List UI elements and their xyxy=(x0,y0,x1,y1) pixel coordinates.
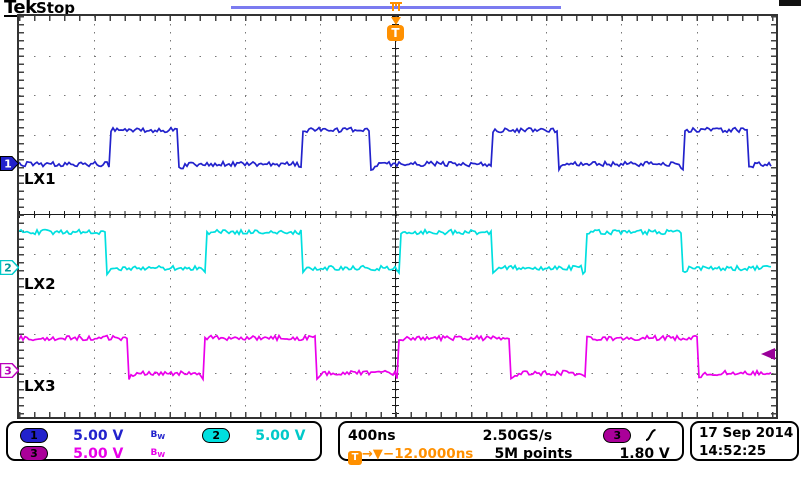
date-readout: 17 Sep 2014 xyxy=(699,425,794,441)
sample-rate-readout: 2.50GS/s xyxy=(482,428,553,444)
trace-lx3 xyxy=(19,333,772,382)
channel1-scale: 5.00 V xyxy=(73,427,124,444)
delay-arrows-icon: →▼ xyxy=(362,447,383,462)
channel2-badge[interactable]: 2 xyxy=(202,428,231,443)
channel1-badge[interactable]: 1 xyxy=(20,428,48,443)
trigger-position-arrow-icon[interactable] xyxy=(391,17,401,25)
channel-readout-panel[interactable]: 1 5.00 V BW 2 5.00 V BW 3 5.00 V BW xyxy=(6,421,322,462)
left-border-ticks xyxy=(19,16,24,417)
channel2-scale: 5.00 V xyxy=(255,427,306,444)
delay-t-icon: T xyxy=(348,451,362,465)
timebase-readout: 400ns xyxy=(348,428,396,444)
channel1-number: 1 xyxy=(4,158,12,171)
graticule: T LX1 LX2 LX3 xyxy=(17,14,778,419)
trace-label-lx1: LX1 xyxy=(24,170,56,188)
bottom-border-ticks xyxy=(19,412,776,417)
channel3-scale: 5.00 V xyxy=(73,445,124,462)
trigger-source-badge[interactable]: 3 xyxy=(603,428,632,443)
record-view-bar xyxy=(231,6,561,9)
channel3-badge[interactable]: 3 xyxy=(20,446,48,461)
trigger-level-arrow-icon[interactable] xyxy=(761,348,775,360)
channel1-bandwidth-icon: BW xyxy=(150,430,166,441)
record-length-readout: 5M points xyxy=(494,446,573,462)
trace-label-lx2: LX2 xyxy=(24,275,56,293)
trigger-position-marker[interactable]: T xyxy=(387,25,404,41)
delay-readout: −12.0000ns xyxy=(382,446,474,462)
waveform-canvas xyxy=(19,126,772,382)
datetime-panel: 17 Sep 2014 14:52:25 xyxy=(690,421,799,461)
record-trigger-position-icon[interactable] xyxy=(389,0,403,14)
trigger-level-readout: 1.80 V xyxy=(619,446,670,462)
trace-label-lx3: LX3 xyxy=(24,377,56,395)
right-border-ticks xyxy=(771,16,776,417)
screen-corner-mark xyxy=(779,0,801,6)
channel3-position-marker[interactable]: 3 xyxy=(0,363,19,378)
trace-lx1 xyxy=(19,126,772,173)
acquisition-status: Stop xyxy=(36,0,76,17)
trigger-rising-edge-icon xyxy=(646,429,657,441)
channel3-number: 3 xyxy=(4,365,12,378)
horizontal-trigger-readout-panel[interactable]: 400ns 2.50GS/s 3 T →▼−12.0000ns 5M points… xyxy=(338,421,684,465)
channel1-position-marker[interactable]: 1 xyxy=(0,156,19,171)
channel2-number: 2 xyxy=(4,262,12,275)
center-vertical-axis xyxy=(395,16,396,417)
channel2-position-marker[interactable]: 2 xyxy=(0,260,19,275)
trace-lx2 xyxy=(19,228,772,277)
center-horizontal-axis xyxy=(19,214,776,215)
time-readout: 14:52:25 xyxy=(699,443,767,459)
channel3-bandwidth-icon: BW xyxy=(150,448,166,459)
